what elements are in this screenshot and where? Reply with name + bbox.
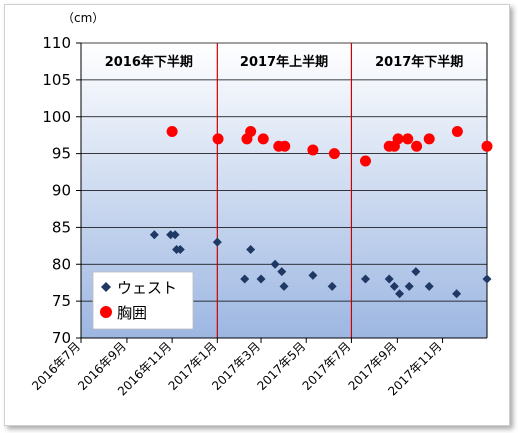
- waist-point-15: [384, 274, 394, 284]
- period-labels: 2016年下半期 2017年上半期 2017年下半期: [105, 54, 464, 70]
- y-tick-label-5: 95: [52, 145, 71, 163]
- waist-point-7: [246, 245, 256, 254]
- waist-point-22: [482, 274, 492, 284]
- waist-point-13: [327, 281, 337, 291]
- y-tick-label-0: 70: [52, 329, 71, 347]
- waist-point-16: [389, 281, 399, 291]
- chest-point-15: [423, 133, 435, 145]
- chest-point-1: [212, 133, 224, 145]
- y-tick-label-3: 85: [52, 218, 71, 236]
- waist-point-12: [308, 270, 318, 280]
- legend-marker-chest: [100, 306, 112, 318]
- chest-point-16: [451, 126, 463, 137]
- chest-point-12: [392, 133, 404, 145]
- waist-point-0: [149, 230, 159, 240]
- chest-point-14: [411, 140, 423, 152]
- y-tick-label-8: 110: [42, 34, 71, 52]
- chest-point-3: [245, 126, 257, 137]
- legend-label-chest: 胸囲: [117, 304, 147, 322]
- y-tick-label-4: 90: [52, 182, 71, 200]
- chest-point-9: [359, 155, 371, 167]
- period-label-0: 2016年下半期: [105, 54, 193, 70]
- y-tick-labels: 70 75 80 85 90 95 100 105 110: [42, 34, 81, 347]
- chest-point-6: [279, 140, 291, 152]
- waist-point-5: [212, 237, 222, 247]
- waist-point-18: [404, 281, 414, 291]
- x-tick-label-6: 2017年7月: [300, 339, 354, 393]
- y-axis-unit-label: （cm）: [62, 11, 104, 25]
- chest-point-7: [307, 144, 319, 156]
- waist-point-14: [360, 274, 370, 284]
- gridlines: [81, 42, 487, 302]
- y-tick-label-2: 80: [52, 255, 71, 273]
- waist-point-11: [279, 281, 289, 291]
- waist-point-19: [411, 267, 421, 277]
- chest-point-13: [402, 133, 414, 145]
- chest-point-8: [328, 148, 340, 160]
- waist-point-4: [175, 245, 185, 254]
- waist-point-9: [270, 259, 280, 269]
- period-label-2: 2017年下半期: [375, 54, 463, 70]
- x-tick-label-0: 2016年7月: [29, 339, 83, 393]
- waist-point-8: [256, 274, 266, 284]
- waist-point-10: [277, 267, 287, 277]
- y-tick-label-6: 100: [42, 108, 71, 126]
- y-tick-label-1: 75: [52, 292, 71, 310]
- chest-point-4: [257, 133, 269, 145]
- waist-point-6: [240, 274, 250, 284]
- legend: ウェスト 胸囲: [92, 271, 194, 330]
- period-label-1: 2017年上半期: [240, 54, 328, 70]
- period-dividers: [216, 43, 353, 338]
- legend-label-waist: ウェスト: [117, 279, 177, 297]
- waist-point-17: [395, 289, 405, 299]
- data-points: [149, 126, 493, 299]
- chest-point-0: [166, 126, 178, 137]
- waist-point-20: [424, 281, 434, 291]
- chest-point-17: [481, 140, 493, 152]
- waist-point-21: [452, 289, 462, 299]
- legend-box: [92, 271, 194, 330]
- y-tick-label-7: 105: [42, 71, 71, 89]
- x-tick-labels: 2016年7月2016年9月2016年11月2017年1月2017年3月2017…: [29, 338, 445, 398]
- waist-point-2: [170, 230, 180, 240]
- legend-marker-waist: [101, 282, 111, 292]
